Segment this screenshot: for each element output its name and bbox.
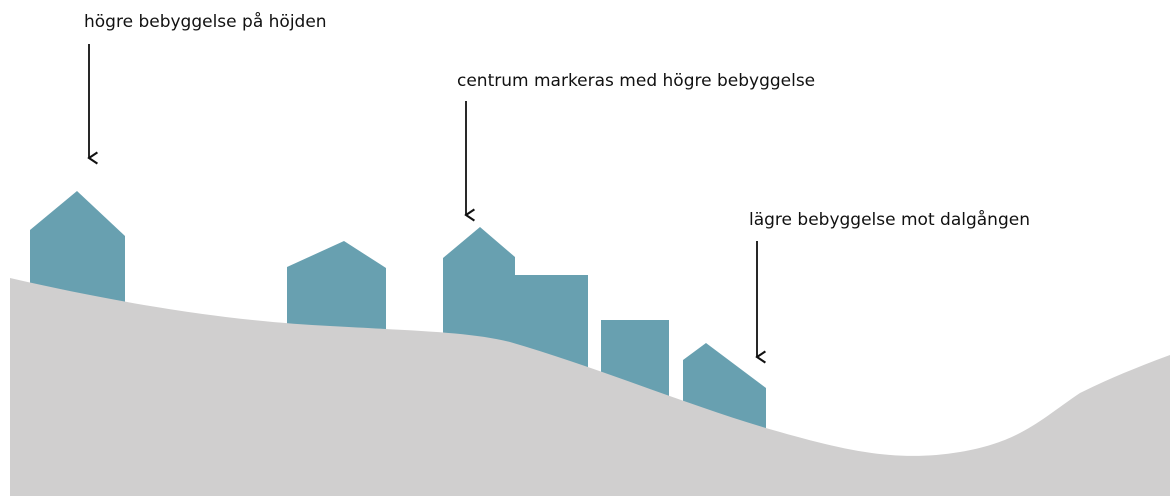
house <box>287 241 386 332</box>
annotation: högre bebyggelse på höjden <box>84 11 327 32</box>
annotation: lägre bebyggelse mot dalgången <box>749 209 1030 230</box>
terrain <box>10 278 1170 496</box>
diagram: högre bebyggelse på höjden centrum marke… <box>0 0 1170 496</box>
annotation: centrum markeras med högre bebyggelse <box>457 71 815 91</box>
